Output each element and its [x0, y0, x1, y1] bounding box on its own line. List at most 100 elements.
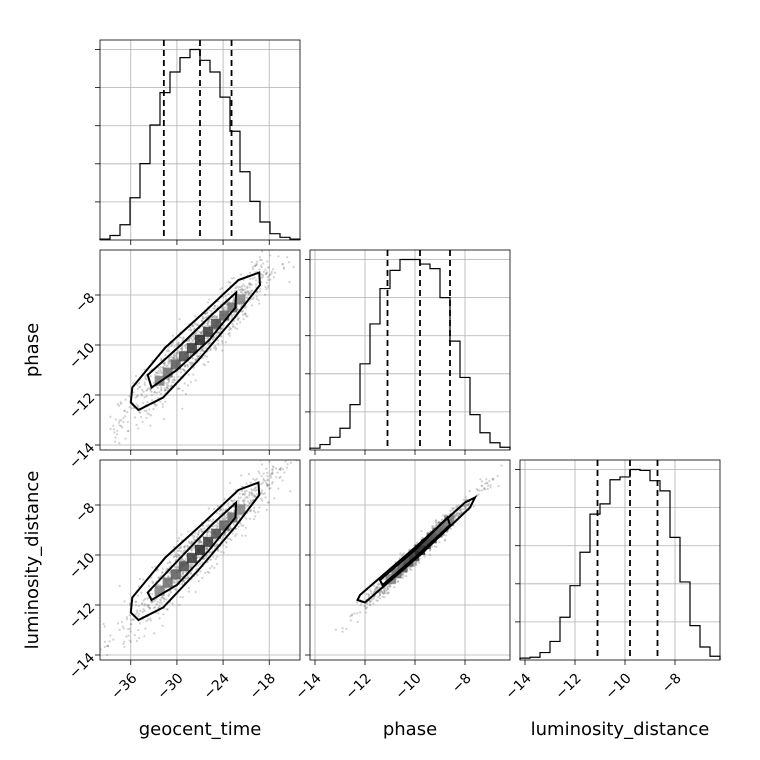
scatter-point	[212, 328, 215, 331]
scatter-point	[125, 616, 128, 619]
scatter-point	[271, 472, 274, 475]
scatter-point	[233, 298, 236, 301]
scatter-point	[269, 278, 272, 281]
scatter-point	[212, 316, 216, 319]
scatter-point	[154, 373, 157, 376]
panel-frame	[99, 39, 301, 241]
scatter-point	[162, 613, 165, 616]
scatter-point	[291, 245, 293, 247]
scatter-point	[244, 292, 247, 295]
scatter-point	[228, 334, 231, 337]
scatter-point	[289, 490, 292, 493]
scatter-point	[142, 599, 145, 602]
scatter-point	[190, 361, 193, 364]
scatter-point	[188, 339, 191, 342]
scatter-point	[158, 372, 161, 375]
scatter-point	[365, 592, 368, 596]
scatter-point	[173, 545, 176, 549]
scatter-point	[224, 297, 228, 301]
scatter-point	[181, 407, 184, 410]
scatter-point	[143, 609, 146, 613]
scatter-point	[258, 302, 261, 305]
scatter-point	[241, 493, 244, 496]
scatter-point	[191, 361, 194, 364]
scatter-point	[455, 506, 458, 509]
scatter-point	[222, 533, 226, 537]
contour-level-1	[129, 271, 262, 412]
scatter-point	[248, 286, 251, 289]
scatter-point	[369, 589, 372, 592]
scatter-point	[244, 534, 247, 537]
scatter-point	[208, 558, 211, 561]
scatter-point	[173, 550, 176, 553]
scatter-point	[363, 604, 366, 608]
scatter-point	[190, 549, 193, 552]
scatter-point	[153, 391, 156, 394]
scatter-point	[142, 390, 145, 393]
scatter-point	[181, 596, 184, 599]
scatter-point	[180, 550, 183, 553]
scatter-point	[249, 283, 252, 286]
scatter-point	[184, 557, 187, 560]
scatter-point	[172, 353, 176, 356]
scatter-point	[190, 329, 193, 332]
contour-level-2	[146, 290, 238, 390]
scatter-point	[261, 250, 264, 253]
scatter-point	[159, 386, 163, 389]
density-cell	[178, 351, 189, 362]
scatter-point	[270, 476, 273, 479]
scatter-point	[206, 531, 209, 534]
density-cell	[178, 561, 189, 572]
scatter-point	[266, 475, 269, 478]
scatter-point	[147, 413, 151, 416]
scatter-point	[407, 566, 411, 569]
scatter-point	[223, 497, 226, 500]
scatter-point	[142, 608, 145, 611]
scatter-point	[260, 258, 263, 262]
scatter-point	[240, 524, 243, 527]
scatter-point	[487, 484, 490, 487]
scatter-point	[381, 591, 384, 594]
scatter-point	[166, 383, 169, 387]
scatter-point	[138, 622, 141, 625]
scatter-point	[378, 597, 382, 600]
scatter-point	[255, 493, 259, 496]
scatter-point	[150, 390, 153, 393]
scatter-point	[148, 387, 152, 390]
scatter-point	[229, 527, 232, 530]
scatter-point	[247, 291, 250, 294]
scatter-point	[173, 378, 176, 381]
scatter-point	[214, 314, 217, 318]
scatter-point	[155, 371, 158, 374]
scatter-point	[455, 505, 458, 508]
scatter-point	[222, 536, 225, 539]
density-cell	[426, 533, 437, 544]
scatter-point	[248, 509, 252, 512]
scatter-point	[135, 640, 139, 643]
scatter-point	[415, 560, 418, 563]
scatter-point	[434, 519, 438, 522]
scatter-point	[190, 549, 193, 552]
scatter-point	[262, 262, 265, 265]
x-tick-label: −24	[201, 670, 233, 702]
scatter-point	[165, 382, 168, 385]
scatter-point	[430, 525, 434, 528]
scatter-point	[430, 545, 434, 548]
scatter-point	[488, 479, 491, 483]
scatter-point	[241, 524, 245, 527]
scatter-point	[218, 513, 221, 516]
scatter-point	[401, 573, 404, 576]
scatter-point	[248, 283, 251, 286]
scatter-point	[365, 606, 368, 610]
scatter-point	[151, 600, 155, 603]
scatter-point	[480, 484, 483, 487]
scatter-point	[248, 293, 251, 296]
scatter-point	[92, 469, 94, 471]
scatter-point	[233, 319, 236, 322]
scatter-point	[145, 395, 148, 398]
scatter-point	[382, 592, 385, 595]
scatter-point	[264, 479, 267, 483]
scatter-point	[163, 363, 166, 366]
scatter-point	[221, 518, 224, 521]
scatter-point	[187, 590, 191, 593]
